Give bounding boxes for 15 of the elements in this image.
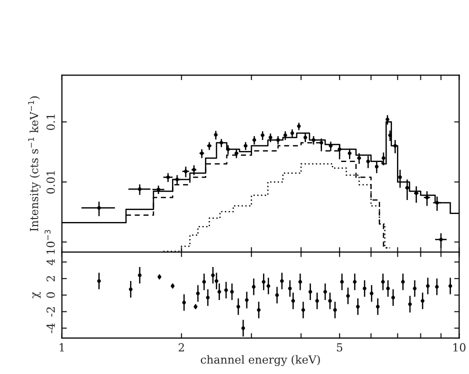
- x-tick-label: 2: [178, 343, 184, 352]
- x-tick-label: 5: [336, 343, 342, 352]
- x-tick-label: 1: [60, 343, 64, 352]
- y-tick-label: -2: [46, 307, 55, 317]
- y-tick-label: 4: [46, 259, 55, 266]
- y-axis-title: χ: [32, 292, 41, 298]
- y-tick-label: 0.1: [46, 114, 55, 130]
- x-axis-title: channel energy (keV): [200, 355, 320, 366]
- y-tick-label: 10$^{−3}$: [44, 230, 55, 254]
- y-tick-label: 0.01: [46, 171, 55, 194]
- y-tick-label: 2: [46, 276, 55, 282]
- x-tick-label: 10: [453, 343, 466, 352]
- y-tick-label: 0: [46, 292, 55, 298]
- y-tick-label: -4: [46, 323, 55, 334]
- y-axis-title: Intensity (cts s$^{−1}$ keV$^{−1}$): [28, 96, 41, 232]
